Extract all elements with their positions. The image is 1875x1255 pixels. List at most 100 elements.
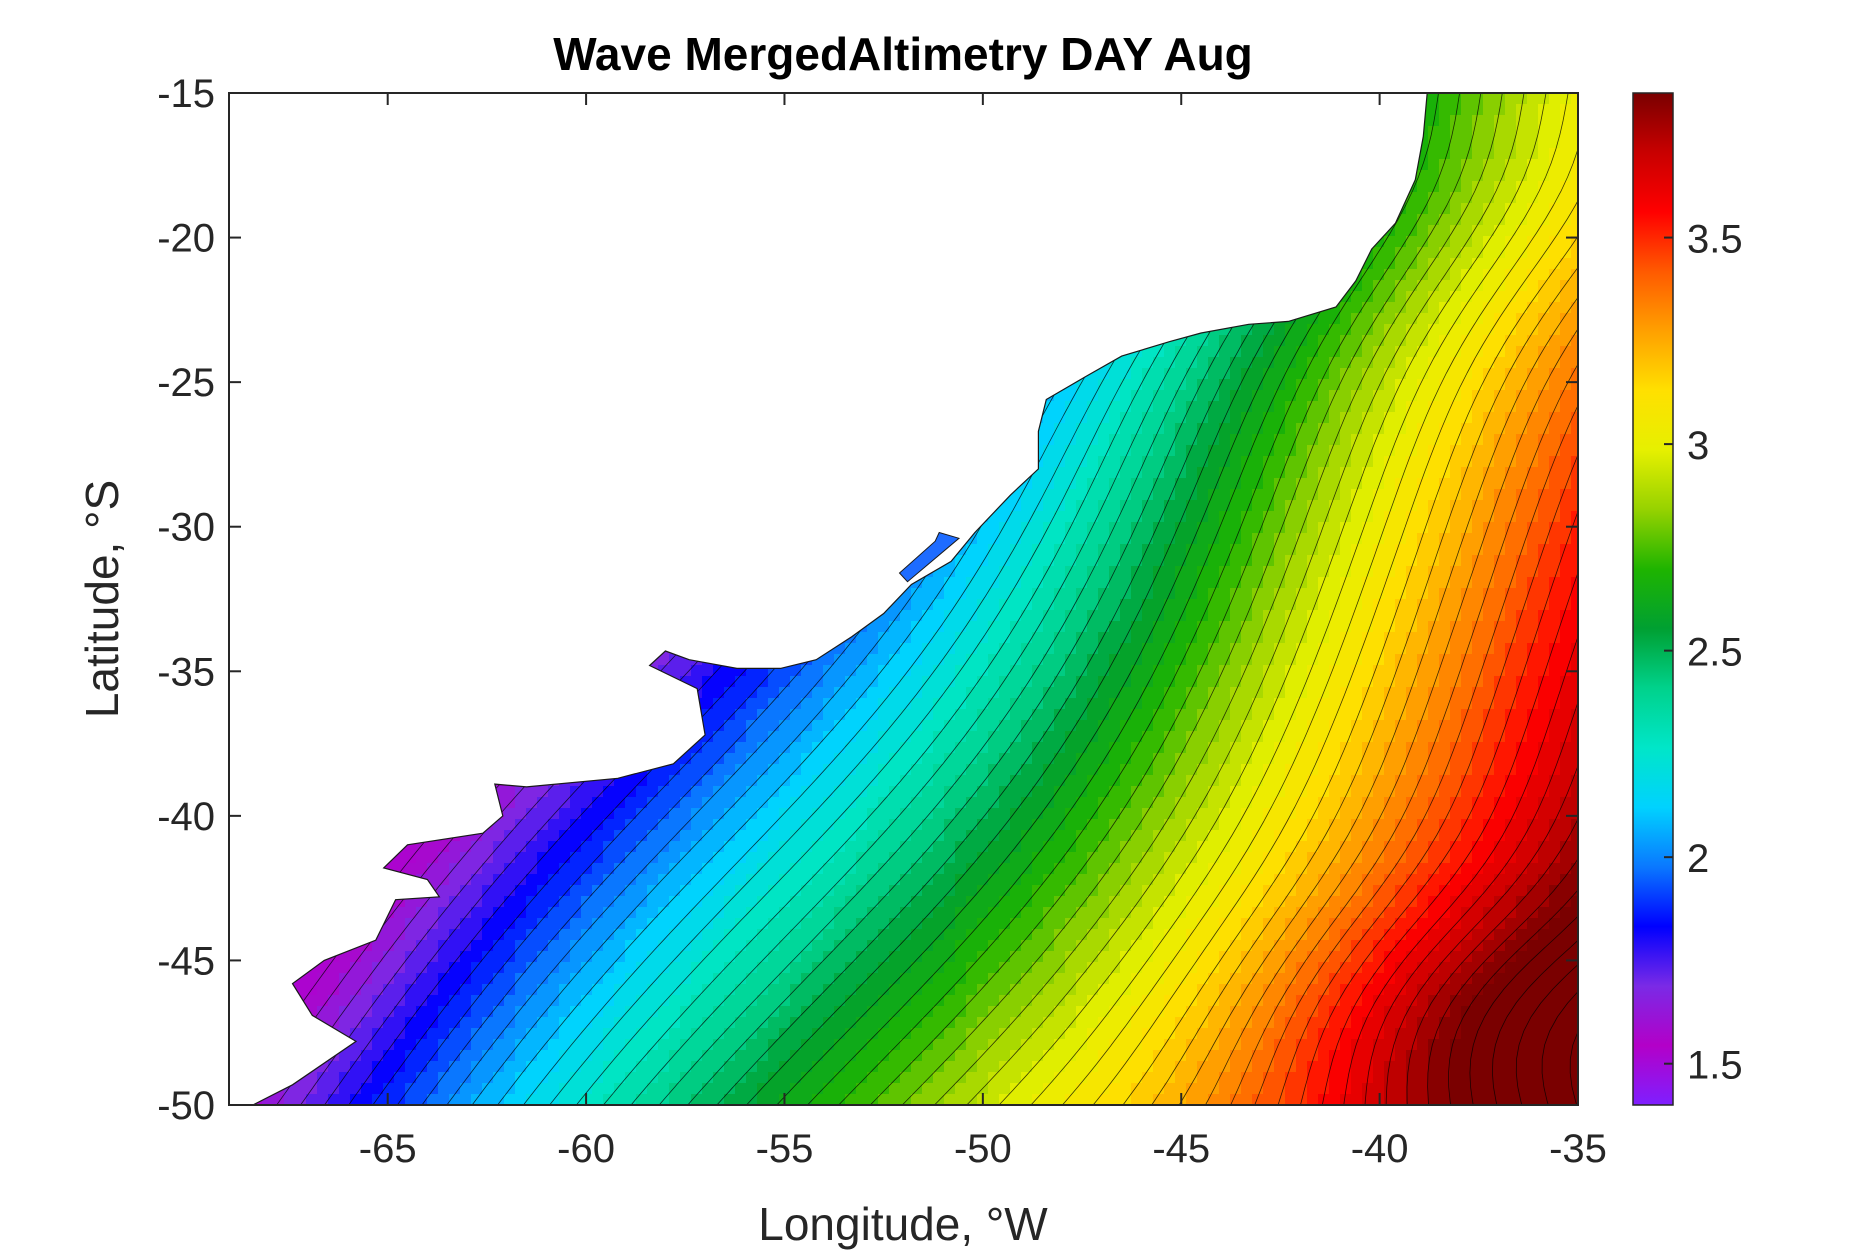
field-cell <box>1461 181 1473 193</box>
field-cell <box>1109 379 1121 391</box>
field-cell <box>1131 456 1143 468</box>
field-cell <box>1373 434 1385 446</box>
field-cell <box>1263 412 1275 424</box>
field-cell <box>1318 489 1330 501</box>
field-cell <box>1373 379 1385 391</box>
field-cell <box>1043 434 1055 446</box>
field-cell <box>1428 181 1440 193</box>
field-cell <box>1373 357 1385 369</box>
field-cell <box>1516 313 1528 325</box>
field-cell <box>1472 148 1484 160</box>
field-cell <box>1186 335 1198 347</box>
field-cell <box>1450 445 1462 457</box>
field-cell <box>1494 170 1506 182</box>
field-cell <box>1219 423 1231 435</box>
field-cell <box>1098 511 1110 523</box>
field-cell <box>1142 357 1154 369</box>
field-cell <box>1527 467 1539 479</box>
field-cell <box>1340 291 1352 303</box>
field-cell <box>1472 159 1484 171</box>
field-cell <box>1395 280 1407 292</box>
field-cell <box>1505 467 1517 479</box>
field-cell <box>1516 126 1528 138</box>
field-cell <box>1285 379 1297 391</box>
field-cell <box>1175 500 1187 512</box>
field-cell <box>1098 445 1110 457</box>
field-cell <box>1043 445 1055 457</box>
field-cell <box>1131 390 1143 402</box>
field-cell <box>1109 511 1121 523</box>
field-cell <box>1516 423 1528 435</box>
field-cell <box>1571 346 1578 358</box>
field-cell <box>1241 324 1253 336</box>
field-cell <box>1527 93 1539 105</box>
field-cell <box>1153 357 1165 369</box>
field-cell <box>1516 159 1528 171</box>
field-cell <box>1098 434 1110 446</box>
field-cell <box>1219 522 1231 534</box>
field-cell <box>1406 390 1418 402</box>
field-cell <box>1098 423 1110 435</box>
field-cell <box>1164 434 1176 446</box>
field-cell <box>1131 511 1143 523</box>
field-cell <box>1197 467 1209 479</box>
field-cell <box>1417 489 1429 501</box>
field-cell <box>1538 214 1550 226</box>
field-cell <box>1296 390 1308 402</box>
field-cell <box>1197 456 1209 468</box>
field-cell <box>1395 258 1407 270</box>
field-cell <box>1098 456 1110 468</box>
field-cell <box>1461 313 1473 325</box>
field-cell <box>1560 445 1572 457</box>
field-cell <box>1373 423 1385 435</box>
field-cell <box>1560 478 1572 490</box>
field-cell <box>1505 412 1517 424</box>
field-cell <box>1252 390 1264 402</box>
field-cell <box>1307 313 1319 325</box>
field-cell <box>1219 379 1231 391</box>
field-cell <box>1087 500 1099 512</box>
field-cell <box>1065 423 1077 435</box>
field-cell <box>1197 445 1209 457</box>
field-cell <box>1087 445 1099 457</box>
field-cell <box>1461 291 1473 303</box>
field-cell <box>1395 511 1407 523</box>
field-cell <box>1076 489 1088 501</box>
field-cell <box>1472 247 1484 259</box>
field-cell <box>1461 478 1473 490</box>
field-cell <box>1285 335 1297 347</box>
field-cell <box>1208 489 1220 501</box>
field-cell <box>1395 412 1407 424</box>
field-cell <box>1340 511 1352 523</box>
field-cell <box>1340 302 1352 314</box>
field-cell <box>1087 489 1099 501</box>
field-cell <box>1516 489 1528 501</box>
field-cell <box>1373 401 1385 413</box>
field-cell <box>1483 456 1495 468</box>
field-cell <box>1494 203 1506 215</box>
field-cell <box>1505 236 1517 248</box>
field-cell <box>1439 137 1451 149</box>
field-cell <box>1527 115 1539 127</box>
field-cell <box>1527 280 1539 292</box>
field-cell <box>1516 401 1528 413</box>
field-cell <box>1373 478 1385 490</box>
field-cell <box>1461 456 1473 468</box>
field-cell <box>1384 500 1396 512</box>
field-cell <box>1098 401 1110 413</box>
field-cell <box>1538 148 1550 160</box>
field-cell <box>1527 192 1539 204</box>
field-cell <box>1109 401 1121 413</box>
field-cell <box>1087 478 1099 490</box>
field-cell <box>1131 379 1143 391</box>
field-cell <box>1076 423 1088 435</box>
field-cell <box>1307 401 1319 413</box>
field-cell <box>1362 489 1374 501</box>
field-cell <box>1549 104 1561 116</box>
field-cell <box>1373 500 1385 512</box>
field-cell <box>1538 159 1550 171</box>
field-cell <box>1340 357 1352 369</box>
field-cell <box>1538 412 1550 424</box>
field-cell <box>1142 379 1154 391</box>
field-cell <box>1021 500 1033 512</box>
